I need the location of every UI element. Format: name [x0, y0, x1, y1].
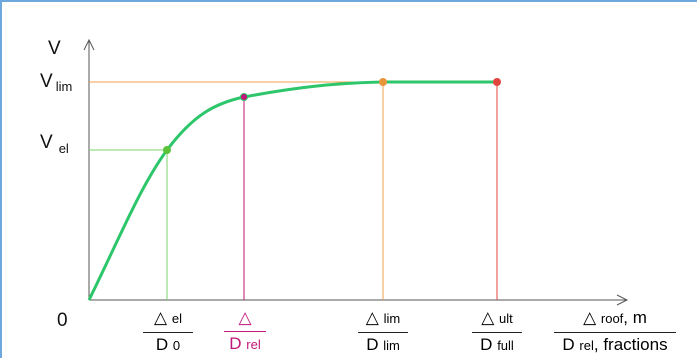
el-fraction-bar [143, 332, 193, 333]
axis-den-suffix: , fractions [593, 335, 668, 354]
capacity-curve [87, 80, 497, 301]
x-label-el: △ el D 0 [143, 308, 193, 356]
lim-num: △ [365, 308, 379, 327]
x-axis-arrow [616, 294, 629, 306]
axis-den: D [562, 335, 575, 354]
rel-num: △ [238, 308, 252, 327]
rel-point [240, 93, 248, 101]
lim-fraction-bar [358, 332, 408, 333]
y-axis-arrow [83, 38, 95, 51]
ult-point [493, 78, 501, 86]
el-den: D [155, 335, 169, 354]
axis-den-sub: rel [579, 338, 594, 353]
lim-den: D [366, 335, 379, 354]
x-label-lim: △ lim D lim [358, 308, 408, 356]
ult-den-sub: full [497, 338, 514, 353]
axis-fraction-bar [554, 332, 676, 333]
rel-den-sub: rel [246, 337, 261, 352]
el-point [163, 146, 171, 154]
x-label-rel: △ D rel [224, 308, 266, 355]
v-lim-sub: lim [55, 79, 73, 94]
x-label-ult: △ ult D full [472, 308, 522, 356]
lim-num-sub: lim [383, 311, 401, 326]
v-el-main: V [40, 132, 53, 153]
rel-fraction-bar [224, 331, 266, 332]
ult-fraction-bar [472, 332, 522, 333]
axis-num-sub: roof [600, 311, 624, 326]
x-axis-label: △ roof, m D rel, fractions [554, 308, 676, 356]
axis-num-suffix: , m [623, 308, 647, 327]
el-den-sub: 0 [172, 338, 181, 353]
ult-num-sub: ult [499, 311, 513, 326]
y-axis-label: V [48, 38, 61, 59]
origin-label: 0 [57, 310, 68, 331]
v-el-sub: el [58, 141, 69, 156]
el-num-sub: el [171, 311, 182, 326]
ult-num: △ [481, 308, 495, 327]
el-num: △ [154, 308, 168, 327]
rel-den: D [229, 334, 242, 353]
ult-den: D [480, 335, 493, 354]
lim-point [379, 78, 387, 86]
v-lim-main: V [40, 71, 53, 92]
axis-num: △ [583, 308, 597, 327]
lim-den-sub: lim [383, 338, 400, 353]
